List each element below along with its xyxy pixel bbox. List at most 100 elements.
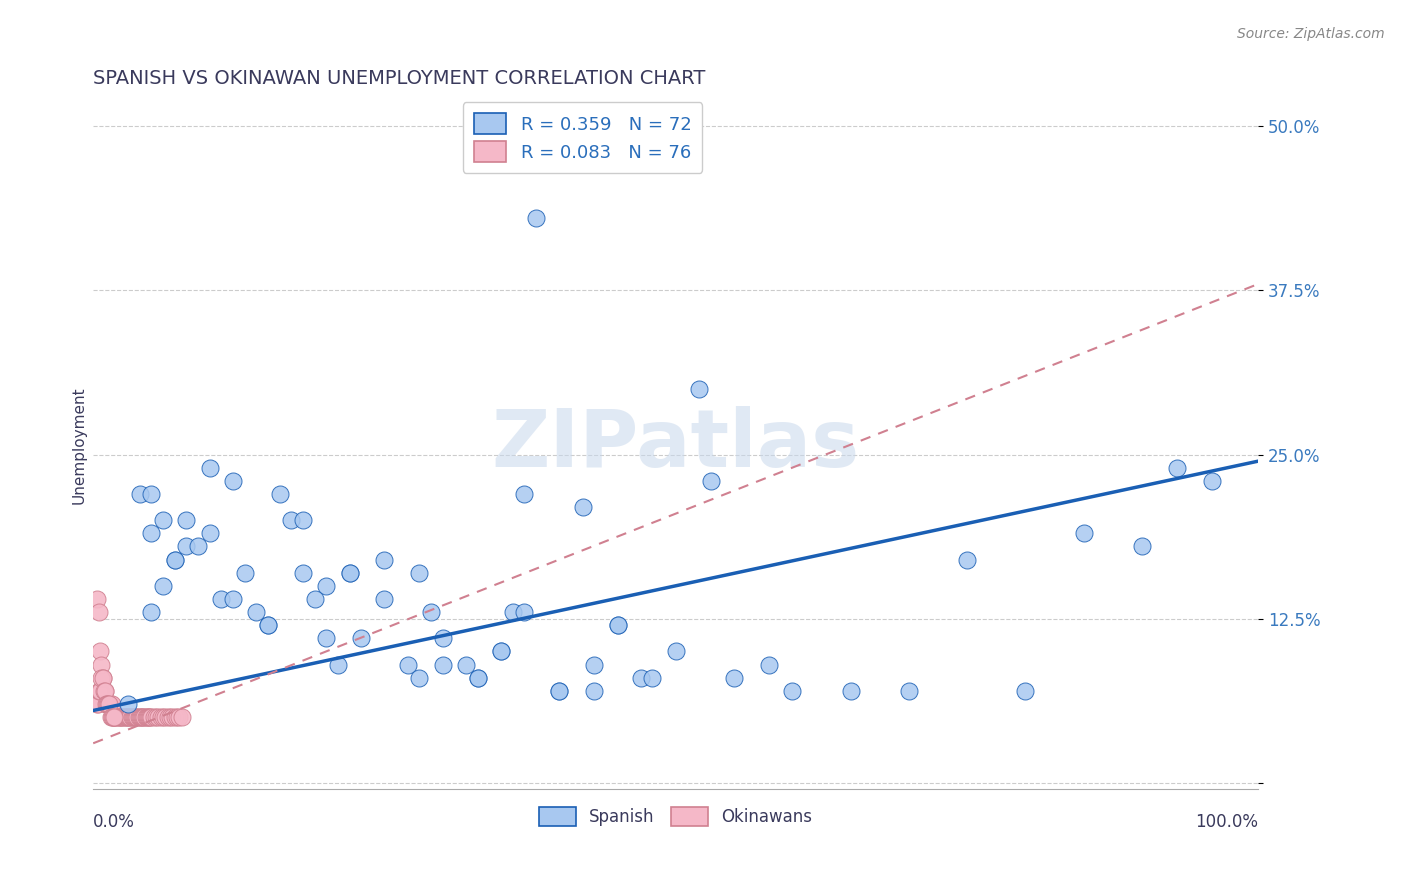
Point	[373, 591, 395, 606]
Point	[105, 710, 128, 724]
Point	[583, 657, 606, 672]
Point	[163, 710, 186, 724]
Point	[152, 579, 174, 593]
Point	[108, 710, 131, 724]
Point	[1201, 474, 1223, 488]
Point	[90, 671, 112, 685]
Point	[166, 710, 188, 724]
Point	[548, 683, 571, 698]
Point	[129, 710, 152, 724]
Point	[326, 657, 349, 672]
Point	[118, 710, 141, 724]
Point	[1130, 540, 1153, 554]
Point	[502, 605, 524, 619]
Point	[97, 697, 120, 711]
Point	[688, 382, 710, 396]
Point	[94, 683, 117, 698]
Point	[513, 487, 536, 501]
Point	[339, 566, 361, 580]
Point	[127, 710, 149, 724]
Text: 100.0%: 100.0%	[1195, 813, 1258, 830]
Point	[665, 644, 688, 658]
Point	[152, 513, 174, 527]
Point	[198, 460, 221, 475]
Point	[142, 710, 165, 724]
Point	[139, 710, 162, 724]
Point	[96, 697, 118, 711]
Point	[93, 683, 115, 698]
Point	[121, 710, 143, 724]
Point	[108, 710, 131, 724]
Point	[111, 710, 134, 724]
Point	[1166, 460, 1188, 475]
Point	[396, 657, 419, 672]
Point	[91, 671, 114, 685]
Point	[280, 513, 302, 527]
Point	[606, 618, 628, 632]
Point	[125, 710, 148, 724]
Point	[114, 710, 136, 724]
Point	[87, 697, 110, 711]
Point	[432, 632, 454, 646]
Point	[136, 710, 159, 724]
Point	[257, 618, 280, 632]
Point	[350, 632, 373, 646]
Point	[94, 697, 117, 711]
Point	[152, 710, 174, 724]
Point	[98, 697, 121, 711]
Point	[222, 591, 245, 606]
Point	[956, 552, 979, 566]
Point	[209, 591, 232, 606]
Point	[128, 710, 150, 724]
Point	[101, 697, 124, 711]
Point	[432, 657, 454, 672]
Point	[548, 683, 571, 698]
Point	[176, 540, 198, 554]
Point	[145, 710, 167, 724]
Point	[198, 526, 221, 541]
Point	[339, 566, 361, 580]
Point	[90, 657, 112, 672]
Point	[291, 513, 314, 527]
Point	[86, 591, 108, 606]
Point	[897, 683, 920, 698]
Point	[89, 644, 111, 658]
Point	[148, 710, 170, 724]
Point	[699, 474, 721, 488]
Point	[134, 710, 156, 724]
Point	[98, 697, 121, 711]
Text: SPANISH VS OKINAWAN UNEMPLOYMENT CORRELATION CHART: SPANISH VS OKINAWAN UNEMPLOYMENT CORRELA…	[93, 69, 706, 87]
Point	[155, 710, 177, 724]
Point	[758, 657, 780, 672]
Point	[233, 566, 256, 580]
Point	[315, 579, 337, 593]
Point	[101, 710, 124, 724]
Point	[489, 644, 512, 658]
Point	[467, 671, 489, 685]
Point	[94, 697, 117, 711]
Text: Source: ZipAtlas.com: Source: ZipAtlas.com	[1237, 27, 1385, 41]
Point	[122, 710, 145, 724]
Point	[112, 710, 135, 724]
Point	[89, 683, 111, 698]
Point	[91, 671, 114, 685]
Point	[176, 513, 198, 527]
Text: ZIPatlas: ZIPatlas	[492, 406, 860, 483]
Point	[163, 552, 186, 566]
Point	[420, 605, 443, 619]
Point	[115, 710, 138, 724]
Point	[222, 474, 245, 488]
Point	[1073, 526, 1095, 541]
Point	[454, 657, 477, 672]
Y-axis label: Unemployment: Unemployment	[72, 386, 86, 503]
Point	[135, 710, 157, 724]
Point	[97, 697, 120, 711]
Point	[101, 710, 124, 724]
Point	[149, 710, 172, 724]
Point	[132, 710, 155, 724]
Point	[513, 605, 536, 619]
Point	[245, 605, 267, 619]
Point	[315, 632, 337, 646]
Point	[103, 710, 125, 724]
Point	[114, 710, 136, 724]
